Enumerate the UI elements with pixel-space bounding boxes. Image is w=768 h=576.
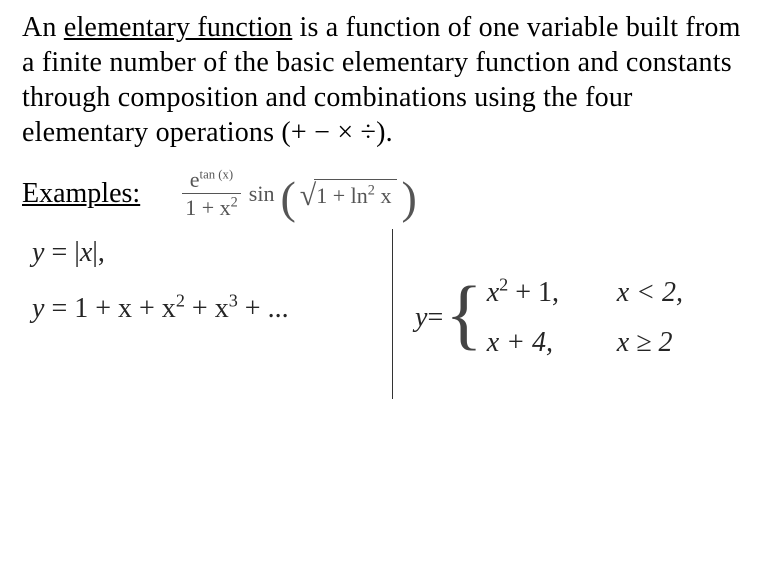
- fraction: etan (x) 1 + x2: [182, 168, 241, 219]
- sqrt-expression: √ 1 + ln2 x: [300, 179, 398, 209]
- case2-expr-text: x + 4,: [487, 327, 553, 358]
- case1-expr: x2 + 1,: [487, 277, 597, 309]
- eq1-abs-close: |,: [92, 237, 105, 268]
- lower-section: y = |x|, y = 1 + x + x2 + x3 + ... y = {…: [22, 237, 746, 399]
- eq1-eq: =: [44, 237, 74, 268]
- case2-cond-text: x ≥ 2: [617, 327, 673, 358]
- sin-label: sin: [249, 181, 275, 207]
- eq1-lhs: y: [32, 237, 44, 268]
- sqrt-inner-post: x: [375, 183, 392, 208]
- definition-paragraph: An elementary function is a function of …: [22, 10, 746, 150]
- case-1: x2 + 1, x < 2,: [487, 277, 683, 309]
- examples-row: Examples: etan (x) 1 + x2 sin ( √ 1 + ln…: [22, 164, 746, 219]
- case1-cond: x < 2,: [597, 277, 683, 309]
- sqrt-body: 1 + ln2 x: [314, 179, 397, 209]
- eq2-lhs: y: [32, 293, 44, 324]
- examples-label: Examples:: [22, 164, 140, 210]
- eq2-tail: + ...: [238, 293, 289, 324]
- definition-term: elementary function: [64, 12, 292, 43]
- denominator-body: 1 + x: [185, 195, 230, 220]
- eq1-abs-body: x: [80, 237, 92, 268]
- main-formula: etan (x) 1 + x2 sin ( √ 1 + ln2 x ): [182, 164, 417, 219]
- right-column: y = { x2 + 1, x < 2, x + 4,: [393, 237, 683, 399]
- fraction-denominator: 1 + x2: [182, 196, 241, 219]
- case1-cond-text: x < 2,: [617, 277, 683, 308]
- sqrt-inner-pre: 1 + ln: [316, 183, 368, 208]
- eq2-rest: = 1 + x + x: [44, 293, 175, 324]
- numerator-exponent: tan (x): [200, 168, 234, 182]
- eq2-exp2: 2: [176, 291, 185, 311]
- case2-expr: x + 4,: [487, 327, 597, 359]
- eq2-exp3: 3: [229, 291, 238, 311]
- definition-pre: An: [22, 12, 64, 43]
- case1-tail: + 1,: [508, 277, 559, 308]
- piecewise-equation: y = { x2 + 1, x < 2, x + 4,: [415, 277, 683, 359]
- equation-abs: y = |x|,: [32, 237, 392, 269]
- slide-page: An elementary function is a function of …: [0, 0, 768, 399]
- sqrt-inner-exp: 2: [368, 182, 375, 198]
- cases: x2 + 1, x < 2, x + 4, x ≥ 2: [487, 277, 683, 359]
- eq2-plus: + x: [185, 293, 229, 324]
- left-column: y = |x|, y = 1 + x + x2 + x3 + ...: [22, 237, 392, 399]
- fraction-numerator: etan (x): [187, 168, 236, 191]
- denominator-exponent: 2: [231, 195, 238, 211]
- case-2: x + 4, x ≥ 2: [487, 327, 683, 359]
- case1-base: x: [487, 277, 499, 308]
- equation-series: y = 1 + x + x2 + x3 + ...: [32, 293, 392, 325]
- case2-cond: x ≥ 2: [597, 327, 673, 359]
- pw-lhs: y: [415, 302, 427, 334]
- pw-eq: =: [427, 302, 443, 334]
- case1-exp: 2: [499, 275, 508, 295]
- numerator-base: e: [190, 167, 200, 192]
